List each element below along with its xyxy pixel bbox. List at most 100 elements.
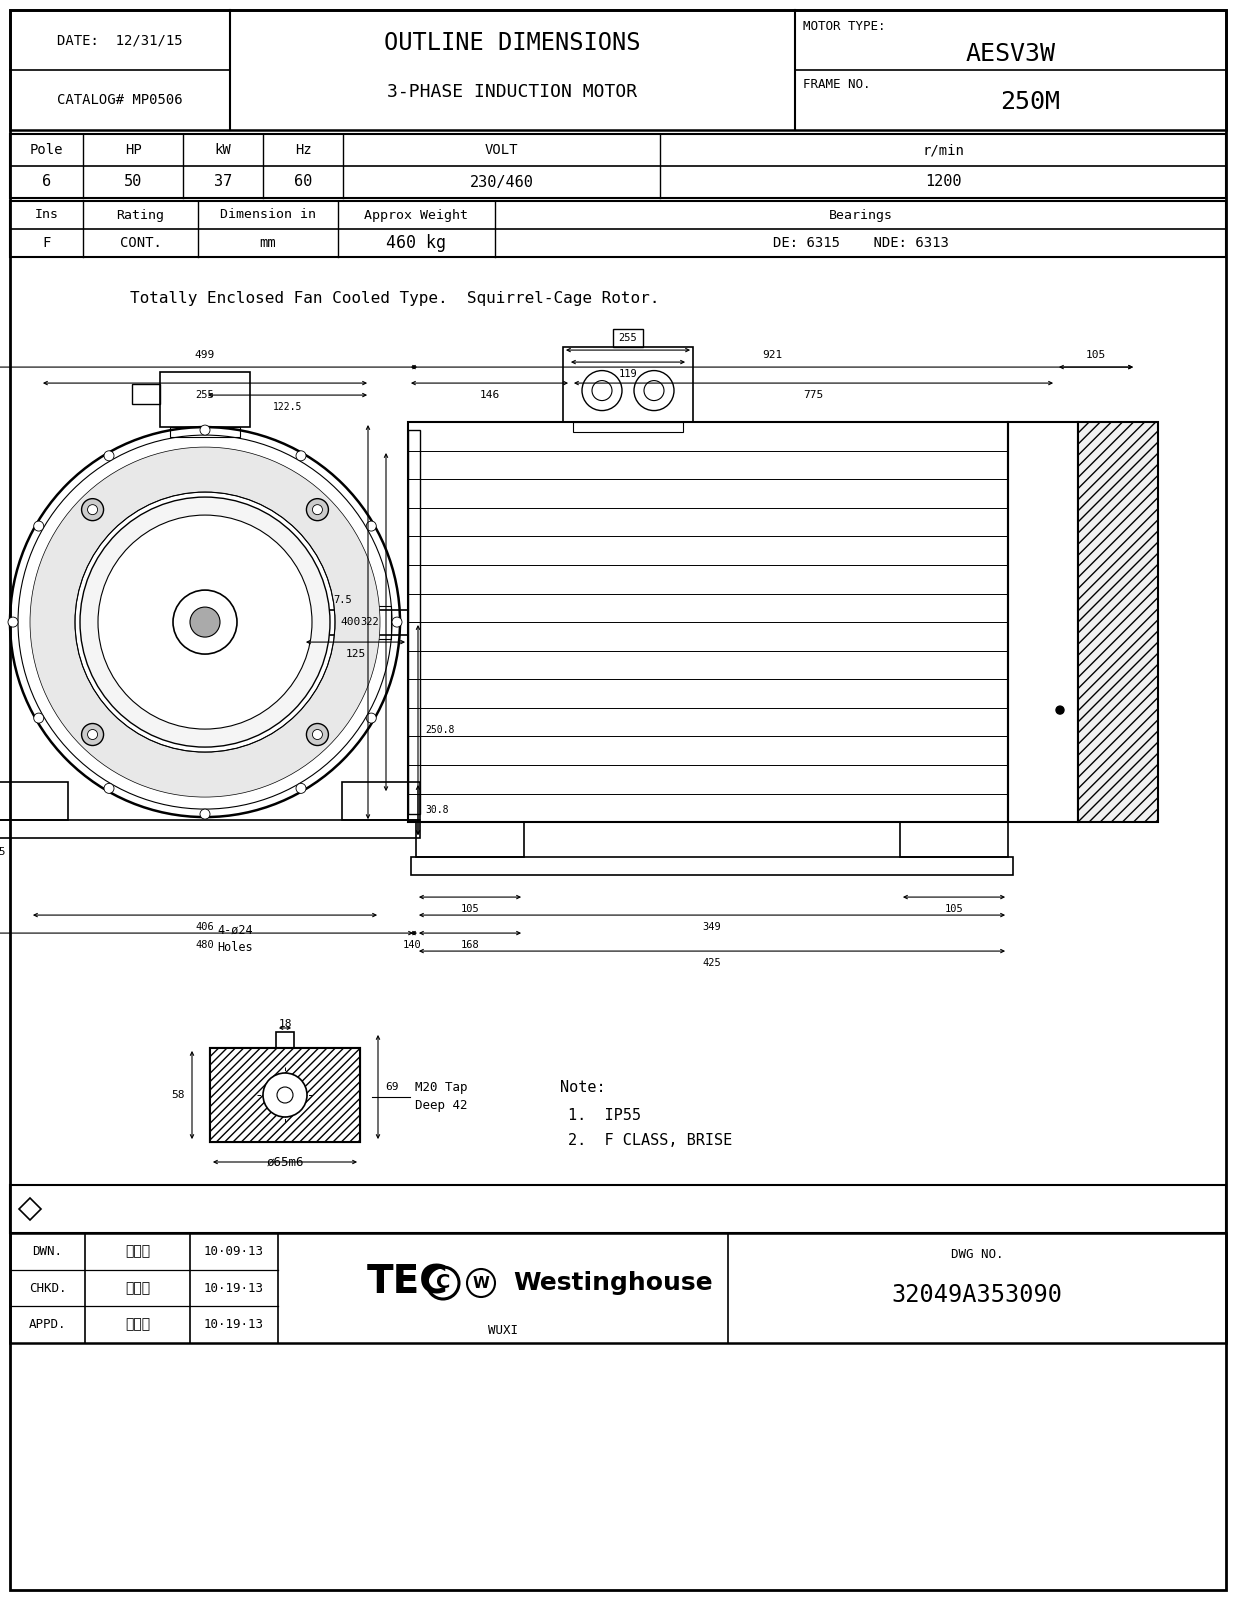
Text: CHKD.: CHKD. (28, 1282, 67, 1294)
Circle shape (88, 504, 98, 515)
Text: CATALOG# MP0506: CATALOG# MP0506 (57, 93, 183, 107)
Text: 1.  IP55: 1. IP55 (569, 1107, 641, 1123)
Text: 18: 18 (278, 1019, 292, 1029)
Circle shape (295, 784, 307, 794)
Text: 250M: 250M (1000, 90, 1060, 114)
Text: 255: 255 (619, 333, 638, 342)
Text: 60: 60 (294, 174, 313, 189)
Circle shape (104, 451, 114, 461)
Text: 10·19·13: 10·19·13 (204, 1318, 265, 1331)
Text: 460 kg: 460 kg (387, 234, 446, 251)
Bar (412, 858, 1014, 875)
Bar (171, 427, 240, 437)
Text: 105: 105 (944, 904, 963, 914)
Text: 122.5: 122.5 (273, 402, 302, 413)
Bar (10, 134, 1226, 198)
Bar (210, 1048, 360, 1142)
Circle shape (307, 499, 329, 520)
Text: 250.8: 250.8 (425, 725, 455, 734)
Text: ø65m6: ø65m6 (266, 1155, 304, 1168)
Text: 921: 921 (761, 350, 782, 360)
Circle shape (295, 451, 307, 461)
Text: HP: HP (125, 142, 141, 157)
Text: Hz: Hz (294, 142, 311, 157)
Circle shape (104, 784, 114, 794)
Text: Note:: Note: (560, 1080, 606, 1094)
Text: 10·09·13: 10·09·13 (204, 1245, 265, 1258)
Circle shape (98, 515, 311, 730)
Text: 6: 6 (42, 174, 51, 189)
Text: 499: 499 (195, 350, 215, 360)
Circle shape (200, 426, 210, 435)
Circle shape (33, 522, 43, 531)
Text: 時嵐慶: 時嵐慶 (125, 1282, 150, 1294)
Bar (417, 822, 524, 858)
Circle shape (80, 498, 330, 747)
Circle shape (1056, 706, 1064, 714)
Bar (10, 202, 1226, 258)
Circle shape (7, 618, 19, 627)
Bar (159, 373, 250, 427)
Text: Deep 42: Deep 42 (415, 1099, 467, 1112)
Text: kW: kW (215, 142, 231, 157)
Text: 406: 406 (195, 922, 214, 933)
Circle shape (366, 522, 376, 531)
Circle shape (313, 504, 323, 515)
Text: Ins: Ins (35, 208, 58, 221)
Text: FRAME NO.: FRAME NO. (803, 78, 870, 91)
Text: F: F (42, 235, 51, 250)
Text: 105: 105 (461, 904, 480, 914)
Text: M20 Tap: M20 Tap (415, 1080, 467, 1093)
Bar (210, 1048, 360, 1142)
Bar (408, 422, 1009, 822)
Text: Bearings: Bearings (828, 208, 892, 221)
Text: Rating: Rating (116, 208, 164, 221)
Text: mm: mm (260, 235, 277, 250)
Bar (10, 10, 1226, 130)
Bar (408, 430, 420, 814)
Text: 37: 37 (214, 174, 232, 189)
Text: OUTLINE DIMENSIONS: OUTLINE DIMENSIONS (384, 30, 640, 54)
Bar (373, 605, 391, 638)
Text: WUXI: WUXI (488, 1325, 518, 1338)
Bar (0, 821, 420, 838)
Circle shape (392, 618, 402, 627)
Text: DWN.: DWN. (32, 1245, 63, 1258)
Text: CONT.: CONT. (120, 235, 162, 250)
Text: 119: 119 (619, 370, 638, 379)
Text: 69: 69 (384, 1082, 398, 1091)
Circle shape (313, 730, 323, 739)
Text: AESV3W: AESV3W (965, 42, 1056, 66)
Bar (574, 422, 684, 432)
Circle shape (33, 714, 43, 723)
Text: 255: 255 (195, 390, 214, 400)
Bar (613, 330, 643, 347)
Text: 230/460: 230/460 (470, 174, 534, 189)
Circle shape (88, 730, 98, 739)
Wedge shape (30, 446, 379, 797)
Text: Pole: Pole (30, 142, 63, 157)
Text: Approx Weight: Approx Weight (365, 208, 468, 221)
Text: 30.8: 30.8 (425, 805, 449, 814)
Text: 58: 58 (172, 1090, 185, 1101)
Text: 146: 146 (480, 390, 499, 400)
Text: 50: 50 (124, 174, 142, 189)
Text: W: W (472, 1275, 489, 1291)
Circle shape (277, 1086, 293, 1102)
Text: MOTOR TYPE:: MOTOR TYPE: (803, 19, 885, 32)
Bar (276, 1032, 294, 1048)
Text: VOLT: VOLT (485, 142, 518, 157)
Text: 168: 168 (461, 941, 480, 950)
Text: 10·19·13: 10·19·13 (204, 1282, 265, 1294)
Text: 322: 322 (360, 618, 379, 627)
Circle shape (366, 714, 376, 723)
Bar (0, 782, 68, 821)
Circle shape (307, 723, 329, 746)
Bar (342, 782, 420, 821)
Text: 講道勇: 講道勇 (125, 1245, 150, 1258)
Text: 480: 480 (195, 941, 214, 950)
Bar (900, 822, 1009, 858)
Text: DE: 6315    NDE: 6313: DE: 6315 NDE: 6313 (772, 235, 948, 250)
Bar (303, 610, 408, 635)
Text: 105: 105 (1086, 350, 1106, 360)
